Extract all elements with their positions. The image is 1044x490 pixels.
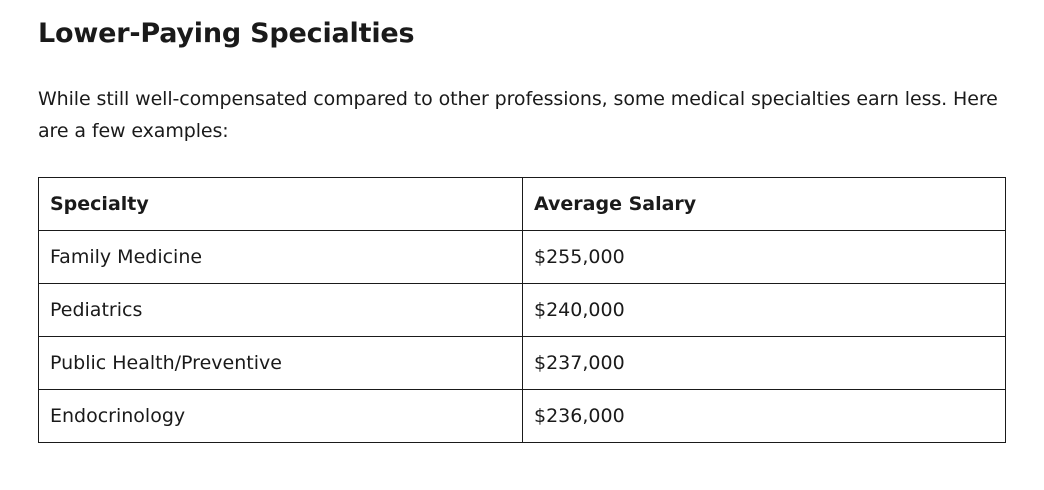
salary-cell: $237,000 [522, 336, 1006, 390]
table-row: Endocrinology $236,000 [38, 389, 1006, 443]
table-row: Family Medicine $255,000 [38, 230, 1006, 284]
specialty-cell: Endocrinology [38, 389, 523, 443]
salary-table: Specialty Average Salary Family Medicine… [38, 177, 1006, 443]
specialty-cell: Pediatrics [38, 283, 523, 337]
intro-paragraph: While still well-compensated compared to… [38, 88, 998, 142]
specialty-cell: Public Health/Preventive [38, 336, 523, 390]
salary-cell: $240,000 [522, 283, 1006, 337]
header-average-salary: Average Salary [522, 177, 1006, 231]
salary-cell: $236,000 [522, 389, 1006, 443]
table-row: Pediatrics $240,000 [38, 283, 1006, 337]
section-heading: Lower-Paying Specialties [38, 18, 415, 49]
table-row: Public Health/Preventive $237,000 [38, 336, 1006, 390]
table-header-row: Specialty Average Salary [38, 177, 1006, 231]
salary-cell: $255,000 [522, 230, 1006, 284]
header-specialty: Specialty [38, 177, 523, 231]
specialty-cell: Family Medicine [38, 230, 523, 284]
